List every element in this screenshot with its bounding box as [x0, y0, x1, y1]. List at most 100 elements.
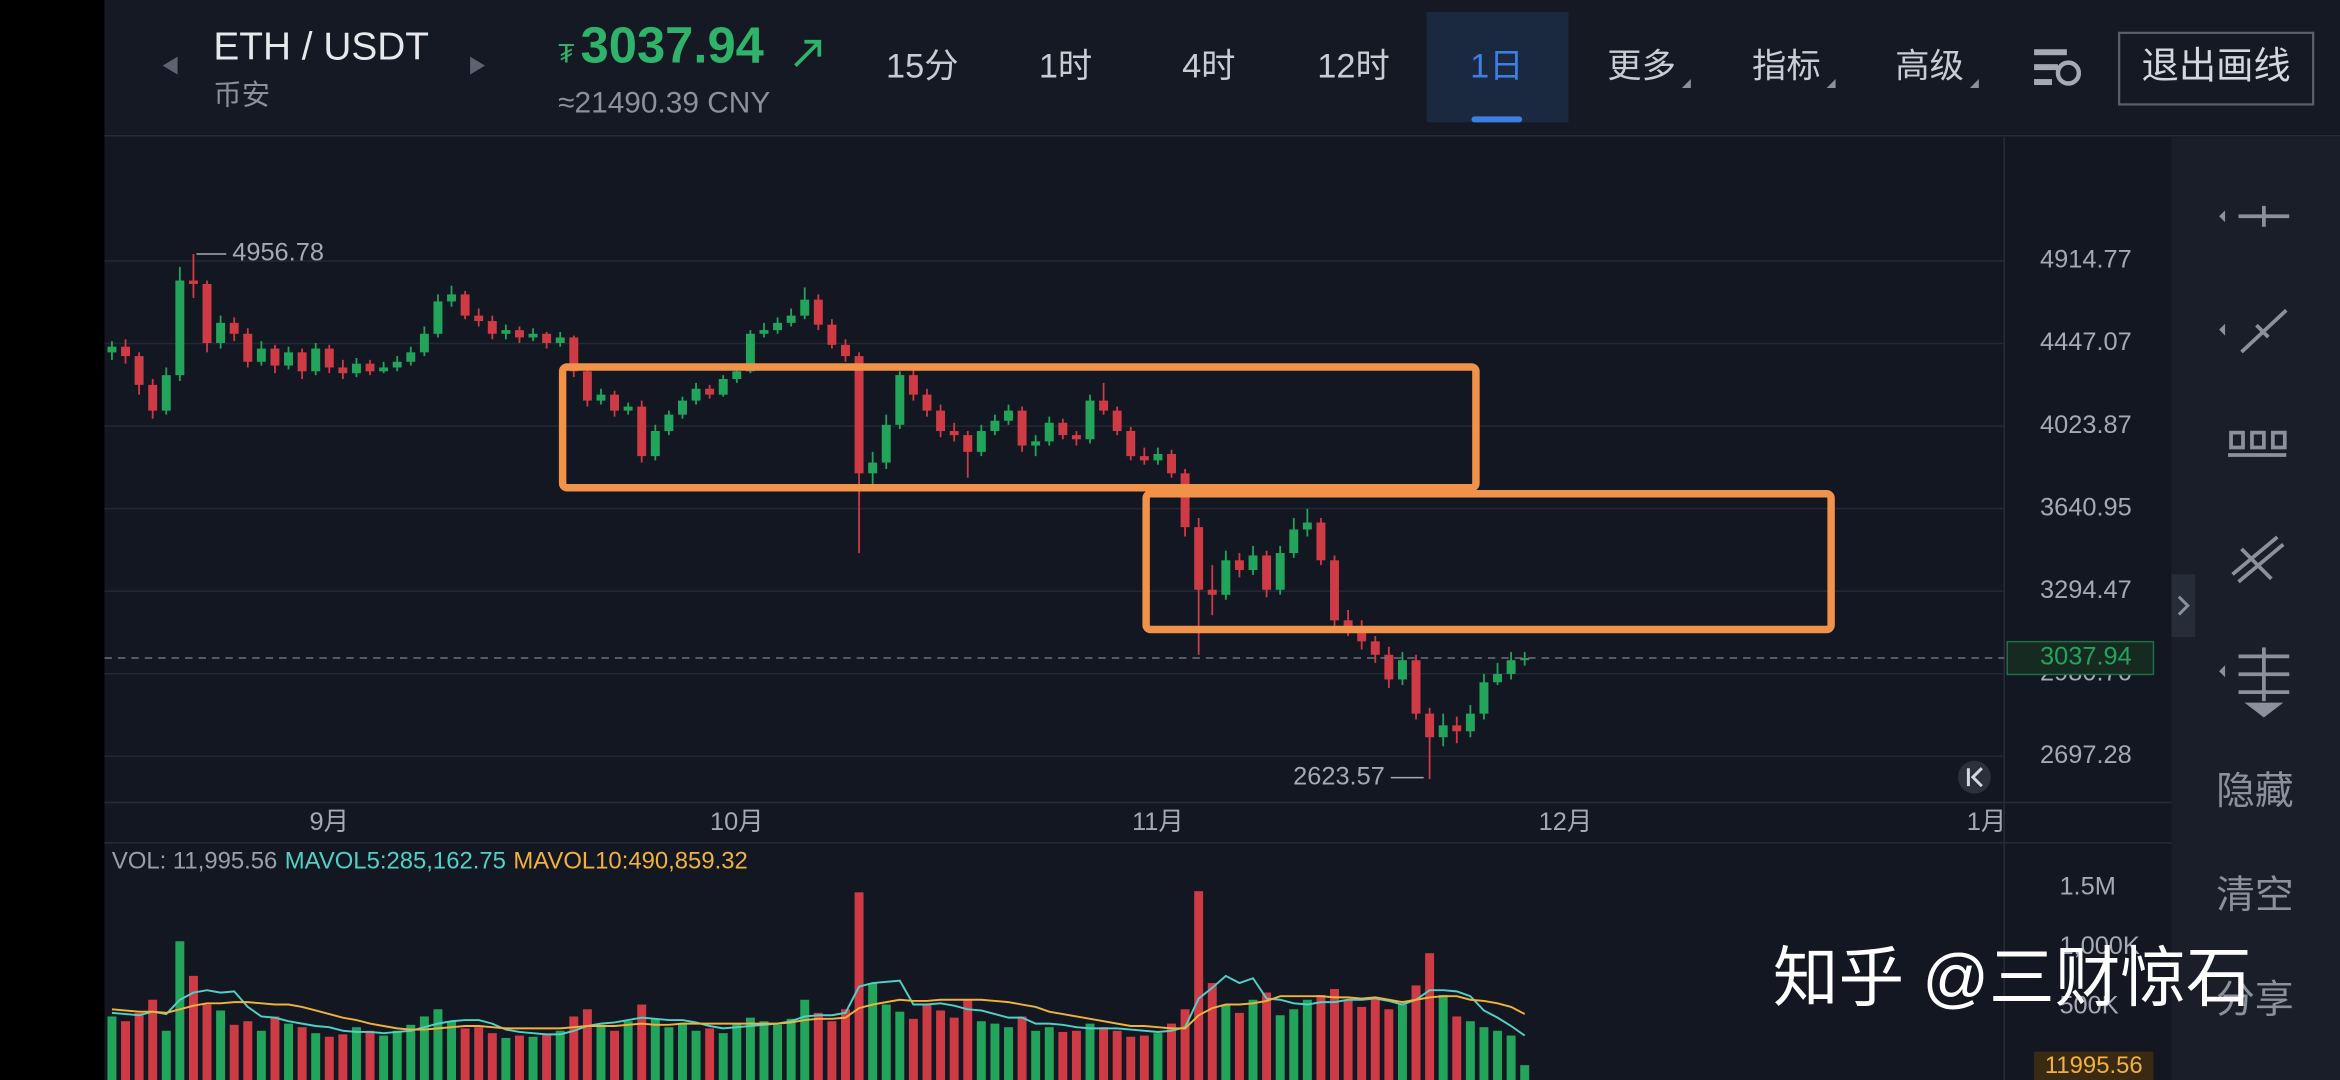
volume-bar	[256, 1030, 266, 1080]
y-tick-label: 1.5M	[2059, 872, 2115, 900]
volume-bar	[990, 1023, 1000, 1080]
volume-bar	[718, 1033, 728, 1080]
volume-bar	[582, 1009, 592, 1080]
timeframe-tab[interactable]: 1时	[1039, 48, 1092, 86]
volume-bar	[949, 1017, 959, 1080]
current-volume-box	[2034, 1051, 2154, 1080]
volume-bar	[922, 1004, 932, 1080]
settings-icon[interactable]	[2034, 49, 2082, 86]
volume-bar	[745, 1017, 755, 1080]
volume-bar	[1479, 1027, 1489, 1080]
volume-bar	[664, 1027, 674, 1080]
drawn-box[interactable]	[1142, 490, 1835, 634]
volume-bar	[324, 1036, 334, 1080]
tool-fib[interactable]	[2238, 647, 2290, 702]
candle-body	[433, 301, 443, 334]
candle-body	[759, 330, 769, 334]
prev-pair[interactable]	[162, 56, 178, 75]
volume-bar	[1017, 1016, 1027, 1080]
timeframe-tab[interactable]: 12时	[1317, 48, 1389, 86]
volume-bar	[161, 1030, 171, 1080]
candle-body	[1370, 641, 1380, 655]
candle-body	[1017, 410, 1027, 446]
ma-line	[111, 974, 1526, 1037]
volume-bar	[311, 1033, 321, 1080]
candle-body	[1425, 713, 1435, 738]
candle-body	[1520, 658, 1530, 661]
next-pair[interactable]	[470, 56, 486, 75]
tool-trendline[interactable]	[2240, 308, 2288, 354]
volume-bar	[1058, 1031, 1068, 1080]
volume-bar	[1207, 983, 1217, 1080]
candle-body	[881, 424, 891, 463]
volume-bar	[148, 999, 158, 1080]
volume-bar	[596, 1024, 606, 1080]
currency-symbol: ₮	[558, 38, 574, 68]
volume-bar	[1085, 1023, 1095, 1080]
candle-body	[1302, 522, 1312, 530]
candle-body	[569, 337, 579, 372]
candle-body	[324, 348, 334, 368]
candle-body	[664, 414, 674, 431]
volume-bar	[555, 1030, 565, 1080]
volume-bar	[297, 1027, 307, 1080]
candle-body	[773, 322, 783, 331]
volume-bar	[1112, 1030, 1122, 1080]
tool-channel[interactable]	[2231, 535, 2285, 584]
toolbar-button[interactable]: 清空	[2216, 874, 2294, 917]
candle-body	[148, 384, 158, 411]
volume-bar	[392, 1030, 402, 1080]
collapse-tab[interactable]	[2171, 574, 2196, 637]
volume-bar	[216, 1010, 226, 1080]
price-chart: 4914.774447.074023.873640.953294.472980.…	[104, 239, 2155, 836]
toolbar-button[interactable]: 分享	[2216, 979, 2294, 1022]
left-edge	[0, 0, 105, 1080]
candle-body	[243, 333, 253, 362]
candle-body	[1479, 682, 1489, 714]
drawn-box[interactable]	[558, 363, 1480, 492]
y-tick-label: 3640.95	[2040, 493, 2132, 521]
volume-bar	[1452, 1016, 1462, 1080]
volume-bar	[569, 1016, 579, 1080]
volume-bar	[908, 1018, 918, 1080]
volume-bar	[1180, 1009, 1190, 1080]
candle-body	[365, 363, 375, 372]
volume-bar	[419, 1016, 429, 1080]
volume-bar	[501, 1037, 511, 1080]
exit-button[interactable]	[2118, 31, 2315, 106]
volume-bar	[338, 1034, 348, 1080]
volume-bar	[284, 1023, 294, 1080]
volume-bar	[1411, 985, 1421, 1080]
candle-body	[311, 348, 321, 372]
timeframe-tab[interactable]: 指标	[1752, 48, 1821, 86]
volume-bar	[270, 1016, 280, 1080]
toolbar-button[interactable]: 隐藏	[2216, 770, 2294, 813]
candle-body	[1058, 422, 1068, 436]
volume-bar	[1438, 994, 1448, 1080]
candle-body	[1411, 660, 1421, 714]
candle-body	[596, 394, 606, 401]
candle-body	[1343, 620, 1353, 629]
volume-bar	[1357, 1006, 1367, 1080]
candle-body	[1289, 529, 1299, 554]
timeframe-tab[interactable]: 4时	[1182, 48, 1235, 86]
tool-expand[interactable]	[2244, 702, 2284, 718]
timeframe-tab[interactable]: 高级	[1895, 48, 1964, 86]
timeframe-tab[interactable]: 1日	[1470, 48, 1523, 86]
tool-hline[interactable]	[2238, 205, 2290, 227]
exit-label[interactable]: 退出画线	[2142, 44, 2291, 86]
timeframe-tab[interactable]: 更多	[1607, 48, 1676, 86]
volume-bar	[514, 1035, 524, 1080]
volume-bar	[705, 1028, 715, 1080]
y-tick-label: 3294.47	[2040, 576, 2132, 604]
candle-body	[786, 315, 796, 323]
volume-bar	[134, 1012, 144, 1080]
timeframe-tab[interactable]: 15分	[886, 48, 958, 86]
watermark: 知乎 @三财惊石	[1773, 941, 2252, 1014]
volume-bar	[759, 1021, 769, 1080]
tool-ruler[interactable]	[2228, 430, 2287, 457]
volume-bar	[474, 1027, 484, 1080]
volume-bar	[188, 975, 198, 1080]
volume-bar	[827, 1021, 837, 1080]
